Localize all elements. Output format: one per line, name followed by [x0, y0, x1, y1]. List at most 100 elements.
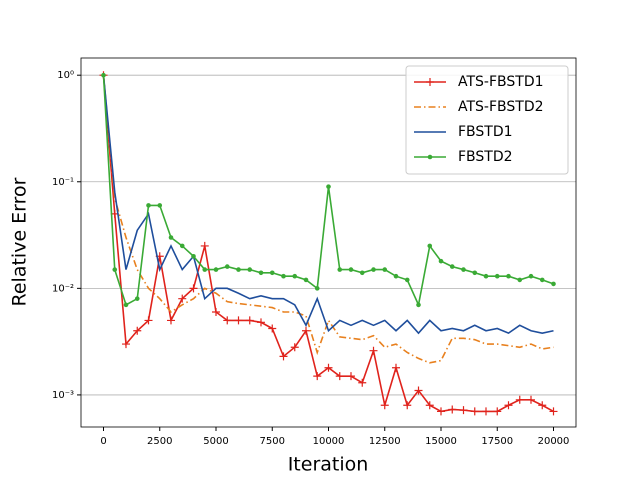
marker — [549, 407, 558, 416]
x-tick-label: 10000 — [313, 436, 345, 447]
legend: ATS-FBSTD1 ATS-FBSTD2 FBSTD1 FBSTD2 — [405, 65, 569, 175]
marker — [200, 241, 209, 250]
marker — [290, 343, 299, 352]
x-tick-label: 20000 — [538, 436, 570, 447]
marker — [504, 401, 513, 410]
marker — [515, 395, 524, 404]
marker — [179, 243, 185, 249]
y-axis-label: Relative Error — [9, 177, 31, 306]
plot-frame — [80, 57, 577, 428]
series — [102, 75, 554, 335]
marker — [236, 267, 241, 272]
marker — [314, 286, 320, 291]
marker — [279, 352, 288, 361]
marker — [257, 318, 265, 327]
marker — [167, 316, 175, 325]
x-tick-label: 2500 — [147, 436, 172, 447]
marker — [326, 184, 331, 189]
marker — [472, 270, 478, 276]
marker — [461, 267, 466, 272]
legend-box — [405, 65, 569, 175]
marker — [191, 253, 196, 259]
marker — [112, 267, 118, 272]
marker — [380, 401, 389, 410]
marker — [506, 273, 511, 279]
marker — [223, 316, 232, 325]
marker — [335, 372, 344, 381]
marker — [427, 154, 433, 160]
series — [101, 72, 556, 308]
line — [102, 75, 554, 364]
marker — [302, 326, 310, 335]
marker — [245, 316, 254, 325]
marker — [369, 346, 378, 355]
marker — [224, 264, 230, 269]
marker — [404, 277, 410, 283]
marker — [212, 307, 220, 316]
marker — [337, 267, 343, 272]
marker — [527, 395, 535, 404]
marker — [551, 281, 556, 287]
marker — [528, 273, 534, 279]
x-tick-label: 15000 — [425, 436, 457, 447]
marker — [493, 407, 502, 416]
marker — [157, 203, 163, 208]
marker — [292, 273, 298, 279]
marker — [202, 267, 208, 272]
series — [99, 71, 558, 416]
y-tick-label: 10⁻² — [52, 283, 74, 294]
x-tick-label: 7500 — [260, 436, 285, 447]
marker — [122, 340, 130, 349]
line — [102, 75, 554, 335]
marker — [494, 273, 500, 279]
marker — [371, 267, 376, 272]
marker — [134, 296, 140, 301]
marker — [425, 401, 434, 410]
marker — [358, 378, 367, 387]
marker — [189, 284, 198, 293]
marker — [178, 294, 187, 303]
y-tick-label: 10⁻³ — [52, 390, 74, 401]
marker — [538, 401, 547, 410]
legend-label: ATS-FBSTD2 — [458, 99, 544, 115]
marker — [348, 267, 354, 272]
marker — [213, 267, 219, 272]
x-tick-label: 5000 — [203, 436, 228, 447]
marker — [324, 363, 333, 372]
marker — [416, 302, 421, 308]
marker — [437, 407, 445, 416]
marker — [281, 273, 286, 279]
marker — [393, 273, 399, 279]
y-tick-label: 10⁰ — [57, 70, 74, 81]
marker — [268, 324, 277, 333]
marker — [426, 78, 434, 86]
legend-label: FBSTD1 — [458, 124, 513, 140]
marker — [247, 267, 253, 272]
marker — [382, 267, 388, 272]
marker — [303, 277, 309, 283]
marker — [359, 270, 365, 276]
marker — [438, 258, 444, 264]
marker — [123, 302, 129, 308]
marker — [313, 372, 322, 381]
marker — [234, 316, 243, 325]
x-tick-label: 12500 — [369, 436, 401, 447]
x-tick-label: 0 — [100, 436, 106, 447]
marker — [144, 316, 153, 325]
marker — [539, 277, 545, 283]
marker — [414, 386, 423, 395]
marker — [517, 277, 523, 283]
marker — [403, 401, 412, 410]
marker — [448, 405, 457, 414]
legend-label: ATS-FBSTD1 — [458, 74, 544, 90]
marker — [347, 372, 355, 381]
marker — [269, 270, 275, 276]
marker — [427, 243, 433, 249]
marker — [258, 270, 264, 276]
marker — [133, 326, 142, 335]
marker — [146, 203, 151, 208]
marker — [101, 72, 106, 78]
marker — [449, 264, 455, 269]
marker — [470, 407, 479, 416]
